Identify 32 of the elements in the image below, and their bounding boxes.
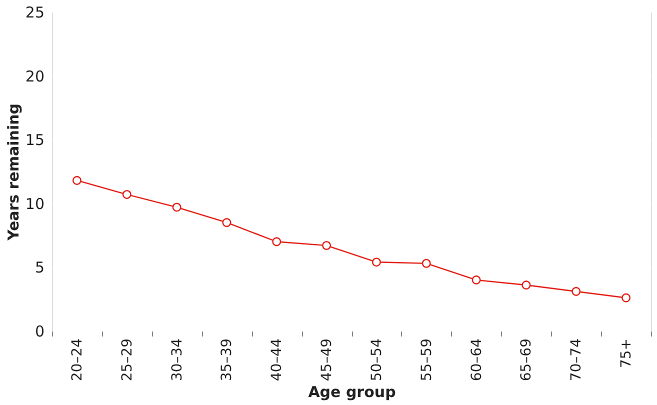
- x-tick-label: 75+: [618, 338, 635, 368]
- x-tick-label: 50–54: [368, 338, 385, 382]
- point: [322, 240, 332, 250]
- point: [222, 218, 232, 228]
- x-tick-label: 65–69: [518, 338, 535, 382]
- x-axis-title: Age group: [308, 383, 396, 402]
- x-tick-label: 35–39: [219, 338, 236, 382]
- x-tick-label: 40–44: [269, 338, 286, 382]
- y-tick-label: 25: [25, 4, 44, 22]
- point: [522, 280, 531, 290]
- y-tick-label: 10: [25, 194, 44, 213]
- point: [172, 202, 182, 212]
- x-tick-label: 30–34: [169, 338, 186, 382]
- point: [122, 190, 132, 199]
- y-tick-label: 15: [25, 131, 44, 150]
- point: [472, 275, 481, 284]
- y-tick-label: 0: [34, 322, 44, 340]
- point: [272, 237, 282, 246]
- point: [622, 293, 631, 302]
- y-tick-label: 5: [34, 258, 44, 277]
- point: [422, 258, 431, 268]
- x-tick-label: 25–29: [119, 338, 136, 382]
- x-tick-label: 60–64: [468, 338, 485, 382]
- point: [372, 258, 381, 267]
- point: [72, 176, 82, 185]
- y-tick-label: 20: [25, 67, 44, 86]
- point: [572, 286, 581, 296]
- x-tick-label: 70–74: [568, 338, 585, 382]
- x-tick-label: 55–59: [418, 338, 435, 382]
- x-tick-label: 45–49: [319, 338, 336, 382]
- y-axis-title: Years remaining: [4, 103, 22, 242]
- x-tick-label: 20–24: [69, 338, 86, 382]
